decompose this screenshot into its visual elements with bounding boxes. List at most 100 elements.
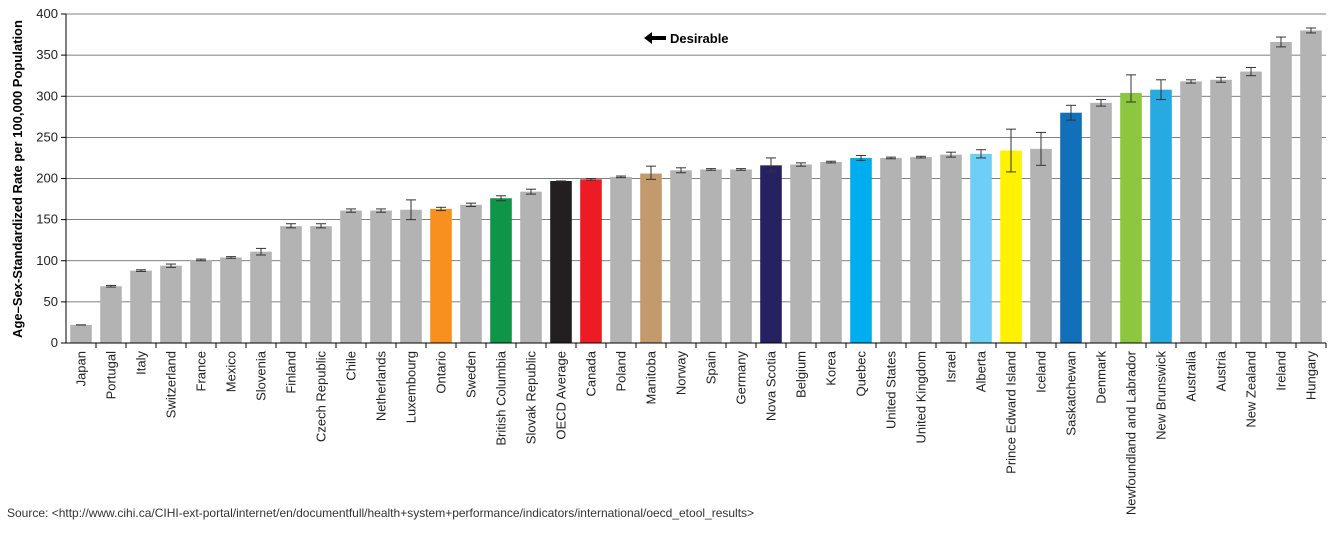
category-label: United Kingdom — [914, 351, 929, 444]
category-label: Japan — [74, 351, 89, 386]
category-label: Ontario — [434, 351, 449, 394]
bar — [310, 226, 332, 343]
bar — [1120, 92, 1142, 344]
bar — [430, 208, 452, 343]
bar — [790, 164, 812, 343]
category-label: Prince Edward Island — [1004, 351, 1019, 474]
category-label: New Brunswick — [1154, 351, 1169, 440]
bar — [1300, 30, 1322, 343]
category-label: Luxembourg — [404, 351, 419, 423]
category-label: Netherlands — [374, 351, 389, 422]
bar — [700, 169, 722, 343]
category-label: Iceland — [1034, 351, 1049, 393]
bar — [1270, 41, 1292, 344]
axes: 0 50 100 150 200 250 300 350 400 — [36, 6, 1327, 350]
bars — [70, 30, 1322, 344]
category-label: Nova Scotia — [764, 350, 779, 421]
category-label: Denmark — [1094, 351, 1109, 404]
category-label: Newfoundland and Labrador — [1124, 350, 1139, 515]
grid-lines — [66, 13, 1326, 303]
category-label: Australia — [1184, 350, 1199, 401]
category-label: France — [194, 351, 209, 391]
category-label: Alberta — [974, 350, 989, 392]
bar — [550, 180, 572, 343]
bar — [670, 170, 692, 343]
left-arrow-icon — [644, 32, 666, 44]
y-tick-label: 250 — [36, 129, 58, 144]
category-label: Canada — [584, 350, 599, 396]
y-tick-label: 350 — [36, 47, 58, 62]
category-label: Slovenia — [254, 350, 269, 401]
bar — [280, 226, 302, 343]
y-tick-label: 0 — [51, 335, 58, 350]
bar — [1090, 102, 1112, 343]
y-tick-label: 400 — [36, 6, 58, 21]
bar — [520, 191, 542, 343]
bar — [910, 157, 932, 343]
bar — [880, 157, 902, 343]
bar — [640, 173, 662, 343]
category-label: Korea — [824, 350, 839, 385]
category-label: British Columbia — [494, 350, 509, 445]
category-label: Austria — [1214, 350, 1229, 391]
category-label: Sweden — [464, 351, 479, 398]
bar — [220, 257, 242, 343]
category-label: Chile — [344, 351, 359, 381]
category-label: Belgium — [794, 351, 809, 398]
desirable-label: Desirable — [670, 31, 729, 46]
category-labels: Japan Portugal Italy Switzerland France Mexic… — [74, 350, 1319, 515]
bar — [490, 198, 512, 343]
category-label: Ireland — [1274, 351, 1289, 391]
bar — [1030, 148, 1052, 343]
category-label: Saskatchewan — [1064, 351, 1079, 436]
category-label: Portugal — [104, 351, 119, 400]
error-bars — [76, 27, 1316, 326]
bar — [1000, 150, 1022, 343]
bar — [250, 251, 272, 343]
bar — [730, 169, 752, 343]
bar — [160, 265, 182, 343]
bar — [460, 204, 482, 343]
bar — [580, 179, 602, 343]
y-tick-label: 100 — [36, 253, 58, 268]
y-tick-label: 200 — [36, 171, 58, 186]
y-tick-label: 300 — [36, 88, 58, 103]
category-label: Germany — [734, 351, 749, 405]
bar — [970, 153, 992, 343]
y-tick-label: 50 — [44, 294, 58, 309]
desirable-annotation: Desirable — [644, 31, 729, 46]
category-label: Norway — [674, 351, 689, 396]
bar — [1060, 112, 1082, 343]
bar — [1210, 79, 1232, 344]
bar — [130, 270, 152, 343]
bar — [190, 259, 212, 343]
y-axis-label: Age–Sex-Standardized Rate per 100,000 Po… — [10, 20, 25, 338]
category-label: Manitoba — [644, 350, 659, 404]
category-label: OECD Average — [554, 351, 569, 440]
bar — [370, 210, 392, 343]
category-label: Switzerland — [164, 351, 179, 418]
category-label: Czech Republic — [314, 351, 329, 443]
category-label: Spain — [704, 351, 719, 384]
category-label: Mexico — [224, 351, 239, 392]
bar — [100, 286, 122, 343]
bar — [820, 162, 842, 343]
category-label: Israel — [944, 351, 959, 383]
bar — [1150, 89, 1172, 343]
bar — [940, 154, 962, 343]
bar — [1240, 71, 1262, 343]
category-label: Hungary — [1304, 351, 1319, 401]
category-label: Finland — [284, 351, 299, 394]
bar — [1180, 81, 1202, 343]
category-label: United States — [884, 351, 899, 430]
category-label: New Zealand — [1244, 351, 1259, 428]
bar — [850, 157, 872, 343]
bar — [400, 209, 422, 343]
category-label: Quebec — [854, 351, 869, 397]
bar — [340, 210, 362, 343]
source-note: Source: <http://www.cihi.ca/CIHI-ext-por… — [7, 506, 755, 520]
bar — [760, 165, 782, 343]
category-label: Italy — [134, 351, 149, 375]
